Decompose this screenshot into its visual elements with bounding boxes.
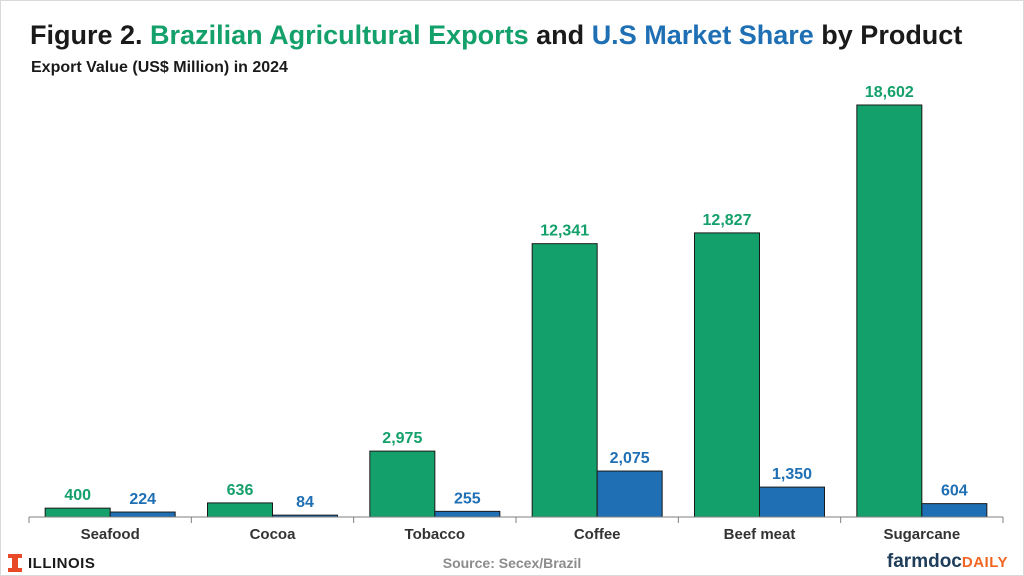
data-label-us-seafood: 224 — [129, 491, 156, 508]
illinois-logo: ILLINOIS — [8, 554, 95, 572]
data-label-us-coffee: 2,075 — [610, 450, 650, 467]
category-label-cocoa: Cocoa — [250, 526, 297, 543]
chart-subtitle: Export Value (US$ Million) in 2024 — [31, 59, 288, 76]
data-label-brazil-sugarcane: 18,602 — [865, 84, 914, 101]
data-label-brazil-seafood: 400 — [64, 487, 91, 504]
bar-brazil-beef-meat — [694, 232, 760, 518]
title-us-series: U.S Market Share — [591, 20, 814, 50]
title-suffix: by Product — [821, 20, 963, 50]
bar-us-beef-meat — [759, 486, 825, 518]
farmdoc-daily-logo: farmdocDAILY — [887, 551, 1008, 573]
category-label-coffee: Coffee — [574, 526, 621, 543]
data-label-brazil-cocoa: 636 — [227, 482, 254, 499]
category-label-sugarcane: Sugarcane — [883, 526, 960, 543]
farmdoc-logo-main: farmdoc — [886, 551, 962, 572]
category-label-tobacco: Tobacco — [405, 526, 466, 543]
data-label-us-beef-meat: 1,350 — [772, 466, 812, 483]
bar-us-seafood — [109, 511, 176, 518]
source-note: Source: Secex/Brazil — [442, 555, 582, 571]
data-label-us-tobacco: 255 — [454, 490, 481, 507]
category-label-seafood: Seafood — [81, 526, 140, 543]
chart-title: Figure 2. Brazilian Agricultural Exports… — [30, 20, 962, 51]
data-label-brazil-coffee: 12,341 — [540, 223, 589, 240]
illinois-block-i-icon — [8, 554, 22, 572]
title-brazil-series: Brazilian Agricultural Exports — [150, 20, 529, 50]
bar-us-coffee — [596, 470, 663, 518]
bar-us-sugarcane — [921, 503, 988, 518]
title-prefix: Figure 2. — [30, 20, 143, 50]
bar-brazil-seafood — [44, 507, 111, 518]
bar-brazil-sugarcane — [856, 104, 923, 518]
title-connector: and — [536, 20, 585, 50]
data-label-us-sugarcane: 604 — [941, 483, 968, 500]
category-label-beef-meat: Beef meat — [724, 526, 796, 543]
bar-brazil-tobacco — [369, 450, 436, 518]
bar-us-tobacco — [434, 510, 501, 518]
illinois-logo-text: ILLINOIS — [28, 554, 96, 572]
data-label-us-cocoa: 84 — [296, 494, 314, 511]
bar-brazil-cocoa — [207, 502, 273, 518]
data-label-brazil-beef-meat: 12,827 — [703, 212, 752, 229]
bar-brazil-coffee — [531, 243, 598, 518]
farmdoc-logo-sub: DAILY — [961, 554, 1008, 571]
data-label-brazil-tobacco: 2,975 — [382, 430, 422, 447]
